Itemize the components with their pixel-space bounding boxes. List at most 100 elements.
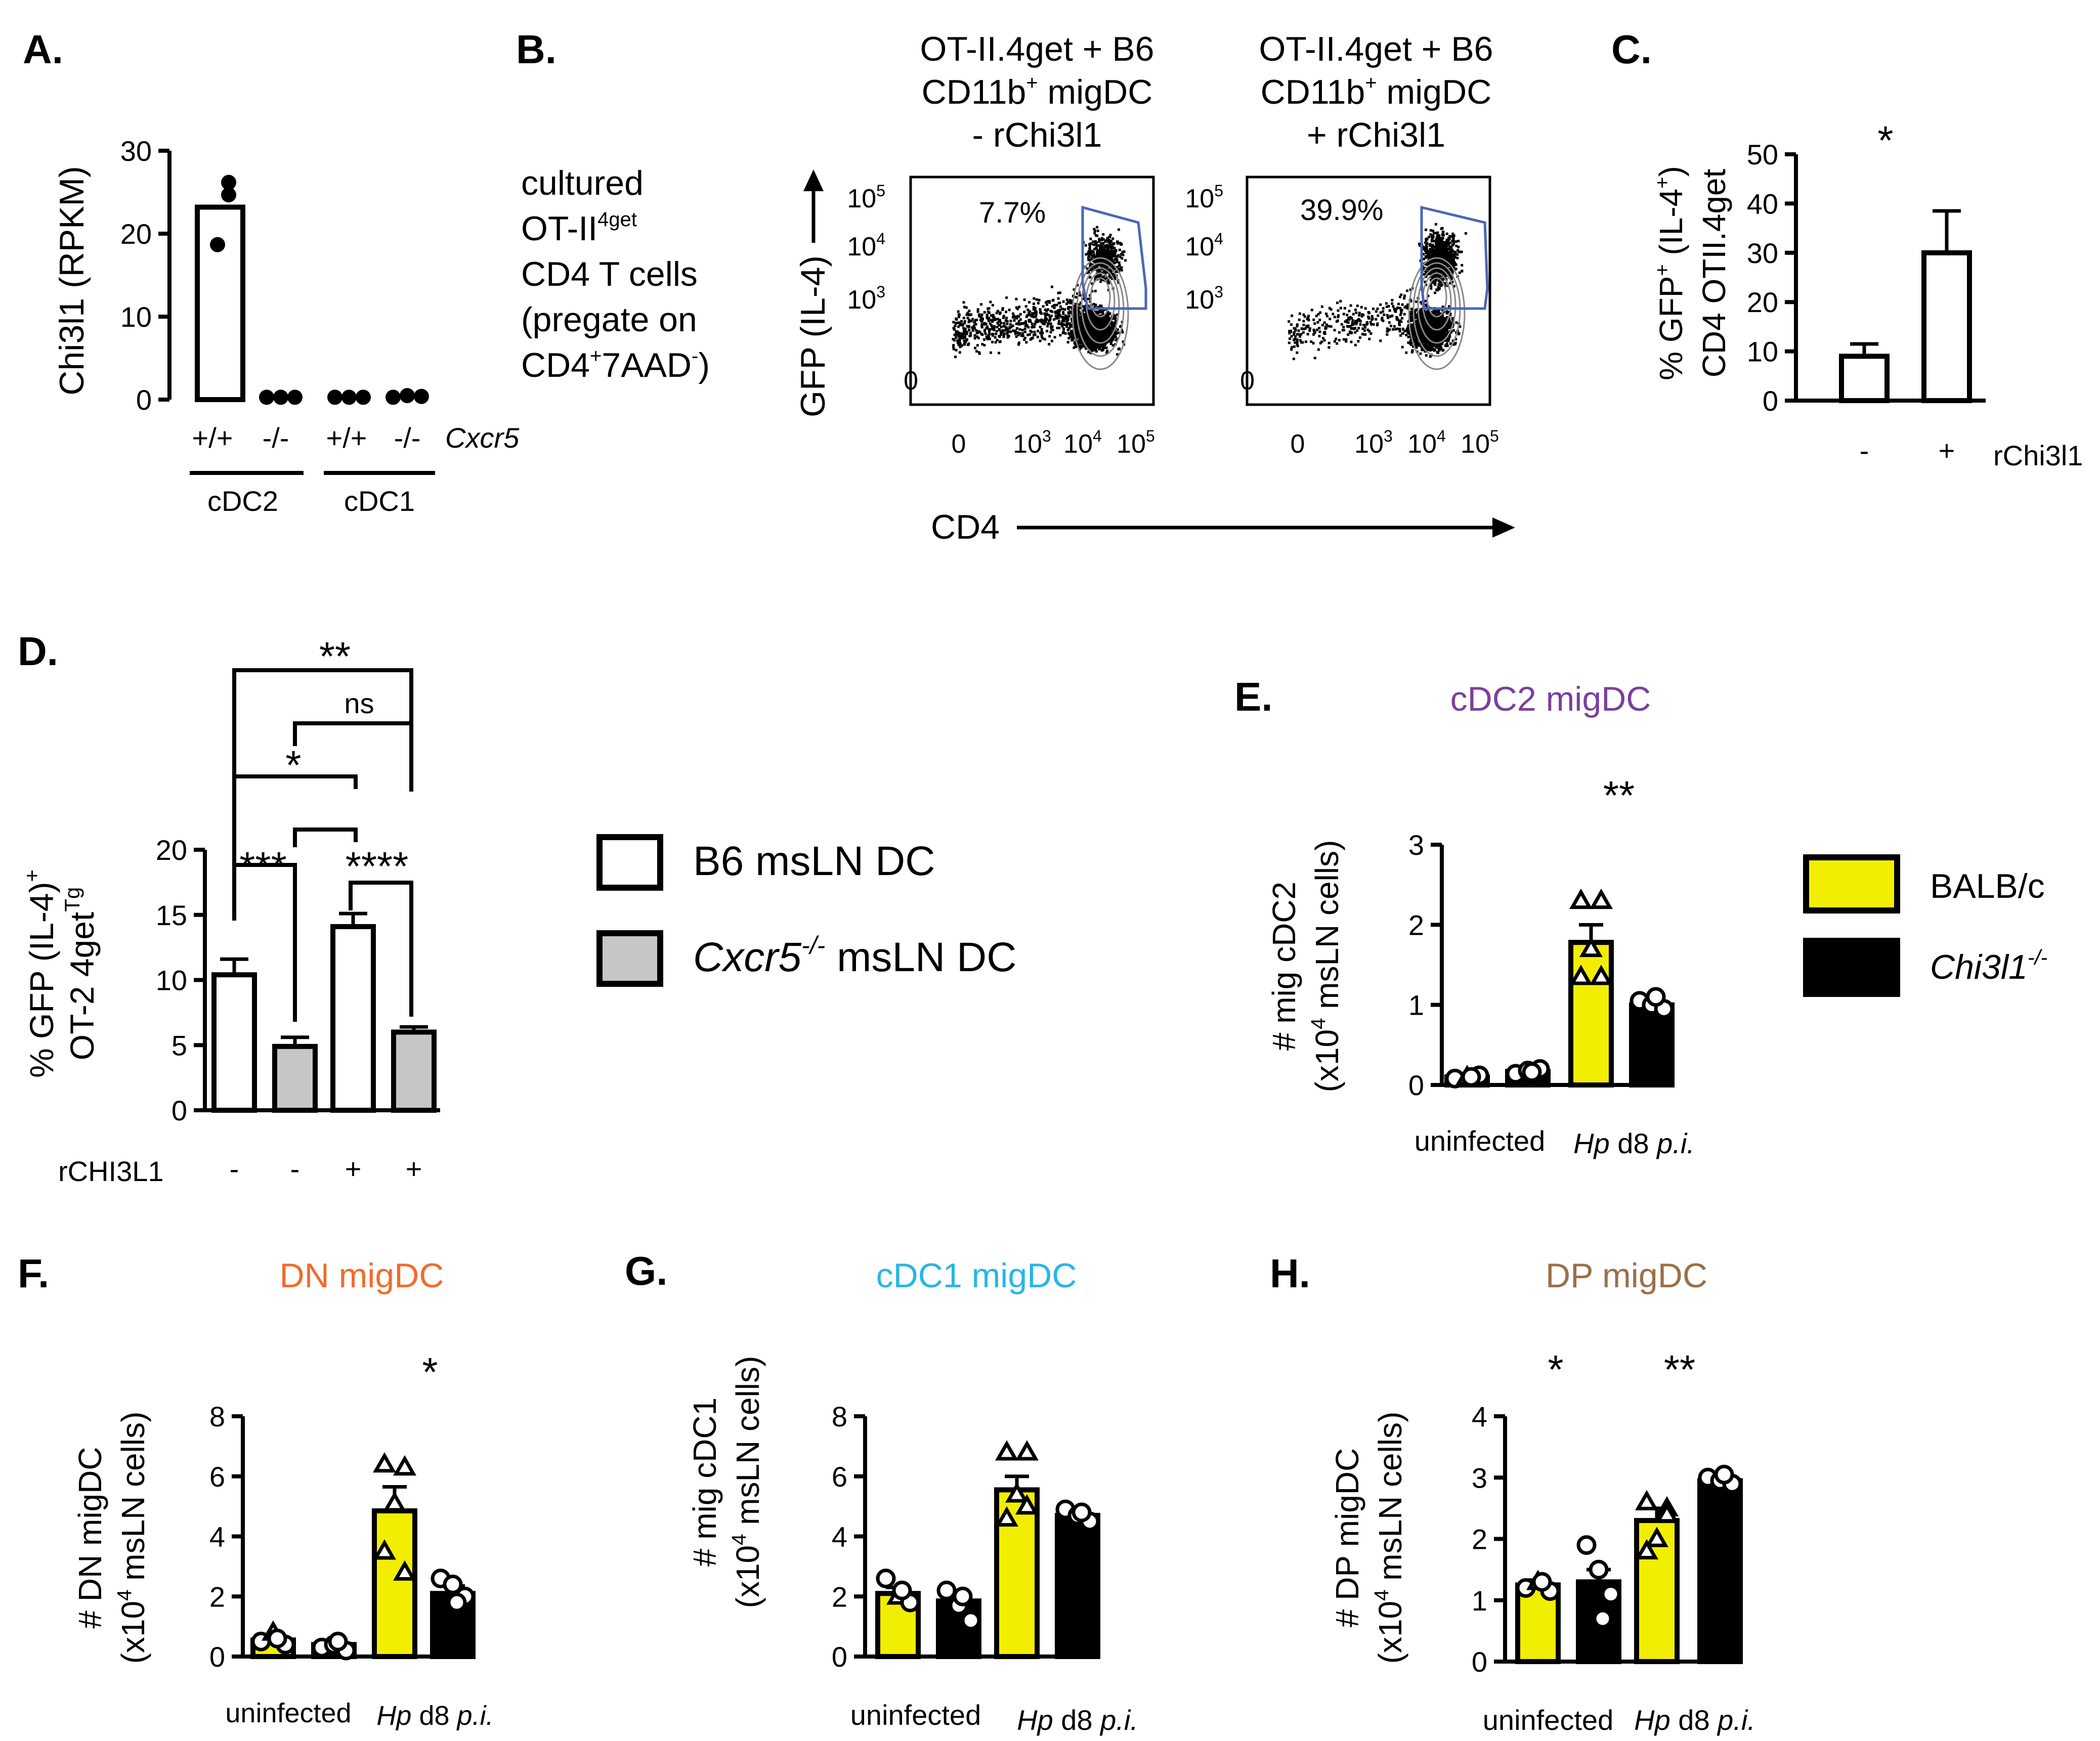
panel-g-chart: 0 2 4 6 8 (832, 1401, 1100, 1673)
panel-h-ytick-label-1: 1 (1472, 1585, 1487, 1617)
panel-f-ytick-label-3: 6 (209, 1461, 225, 1493)
panel-e-point-1-3 (1522, 1062, 1542, 1082)
panel-f-point-3-3 (447, 1592, 467, 1613)
panel-b-xaxis-label: CD4 (931, 508, 1000, 546)
panel-g-xgroup-hp: Hp d8 p.i. (1017, 1704, 1138, 1736)
panel-a-genotype-4: -/- (394, 422, 421, 454)
legend-e: BALB/c Chi3l1-/- (1803, 854, 2047, 997)
panel-a-bar-1 (195, 204, 245, 402)
panel-c: C. % GFP+ (IL-4+) CD4 OTII.4get * 0 10 20 3… (1611, 27, 2083, 471)
panel-a-group-cdc1: cDC1 (344, 485, 415, 517)
flow-plot-2-ytick-1e5: 105 (1185, 182, 1223, 213)
panel-f-point-1-3 (328, 1631, 348, 1651)
panel-b-xaxis-arrowhead-icon (1492, 517, 1515, 538)
panel-g-title: cDC1 migDC (876, 1256, 1077, 1295)
legend-d-swatch-cxcr5 (596, 930, 663, 987)
panel-b-cond-line3: CD4 T cells (521, 255, 698, 293)
flow1-dots-contour-4 (1090, 277, 1111, 318)
panel-g-point-2-4 (1015, 1494, 1039, 1515)
panel-e-ytick-label-3: 3 (1408, 829, 1424, 861)
panel-a-ytick-label-0: 0 (136, 384, 152, 416)
panel-d-treatment-2: - (290, 1153, 300, 1185)
panel-h-point-1-0 (1576, 1535, 1597, 1555)
panel-g-point-1-0 (936, 1580, 957, 1600)
panel-e-significance: ** (1603, 773, 1635, 818)
panel-f-xgroup-uninfected: uninfected (225, 1698, 351, 1728)
panel-f-ylabel-line1: # DN migDC (72, 1447, 108, 1628)
panel-c-ytick-label-0: 0 (1763, 385, 1778, 417)
flow2-dots-contour-2 (1417, 267, 1456, 344)
panel-c-chart: 0 10 20 30 40 50 (1747, 139, 1986, 417)
panel-a-point-0-2 (210, 237, 225, 252)
panel-f-chart: 0 2 4 6 8 (209, 1401, 476, 1673)
panel-a-genotype-1: +/+ (192, 422, 233, 454)
panel-c-bar-0 (1839, 354, 1890, 404)
panel-f-significance: * (422, 1350, 438, 1395)
panel-g-point-0-0 (876, 1569, 896, 1589)
panel-h-bar-3 (1697, 1478, 1743, 1664)
panel-e-ylabel-line1: # mig cDC2 (1266, 882, 1302, 1051)
panel-e-title: cDC2 migDC (1450, 680, 1651, 718)
panel-d-bar-3 (391, 1029, 437, 1113)
panel-g-point-1-3 (953, 1586, 973, 1606)
panel-h-ylabel-line2: (x104 msLN cells) (1370, 1412, 1408, 1664)
panel-d-sig-5: **** (346, 844, 409, 889)
flow-plot-2-ytick-0: 0 (1240, 366, 1255, 396)
panel-c-ytick-label-5: 50 (1747, 139, 1778, 170)
flow-plot-2-xtick-1e5: 105 (1461, 427, 1499, 459)
panel-h-ytick-label-4: 4 (1472, 1401, 1487, 1432)
flow-plot-1-xtick-1e4: 104 (1063, 427, 1102, 459)
flow-plot-2-xtick-0: 0 (1291, 429, 1305, 459)
panel-b-plot1-title1: OT-II.4get + B6 (920, 30, 1154, 68)
panel-d-bar-1 (272, 1043, 318, 1113)
panel-d-treatment-4: + (406, 1153, 422, 1185)
panel-b-plot2-title1: OT-II.4get + B6 (1259, 30, 1493, 68)
panel-g-ytick-label-4: 8 (832, 1401, 847, 1432)
panel-c-ylabel-line2: CD4 OTII.4get (1696, 168, 1732, 377)
panel-b-cond-line5: CD4+7AAD-) (521, 345, 710, 384)
panel-a-ylabel: Chi3l1 (RPKM) (53, 166, 91, 395)
panel-f-bar-2 (372, 1508, 417, 1659)
panel-h-ytick-label-0: 0 (1472, 1646, 1487, 1678)
panel-d-ytick-label-4: 20 (156, 834, 187, 866)
panel-d-brackets: ** ns * *** **** (232, 634, 413, 1022)
panel-d-ytick-label-2: 10 (156, 965, 187, 996)
panel-g-xgroup-uninfected: uninfected (850, 1699, 981, 1731)
flow-plot-2-xtick-1e4: 104 (1407, 427, 1446, 459)
legend-e-label-balbc: BALB/c (1930, 867, 2045, 905)
panel-b-plot2-title2: CD11b+ migDC (1261, 72, 1492, 111)
panel-a-ytick-label-3: 30 (120, 135, 152, 167)
flow-plot-1-events (952, 226, 1129, 370)
legend-e-label-chi3l1: Chi3l1-/- (1930, 945, 2047, 986)
panel-c-factor-label: rChi3l1 (1993, 440, 2083, 471)
panel-h-letter: H. (1270, 1251, 1310, 1296)
panel-a-point-1-0 (259, 389, 274, 405)
panel-a-point-3-0 (385, 389, 401, 405)
panel-c-error-1 (1933, 209, 1961, 253)
panel-d-ytick-label-0: 0 (172, 1095, 187, 1126)
panel-e-ytick-label-2: 2 (1408, 909, 1424, 941)
panel-f-title: DN migDC (280, 1256, 444, 1295)
panel-g-point-0-3 (892, 1580, 912, 1600)
panel-b-cond-line4: (pregate on (521, 300, 697, 339)
panel-g-bar-3 (1055, 1512, 1100, 1659)
panel-d-sig-3: * (285, 743, 301, 788)
panel-a-chart: 0 10 20 30 (120, 135, 429, 416)
panel-g-ylabel-line2: (x104 msLN cells) (728, 1356, 766, 1608)
panel-f-ytick-label-0: 0 (209, 1641, 225, 1673)
panel-g-point-2-0 (995, 1440, 1019, 1461)
panel-d-bar-2 (330, 924, 376, 1113)
panel-d-ytick-label-1: 5 (172, 1029, 187, 1061)
panel-h-point-2-0 (1635, 1490, 1659, 1510)
panel-b-cond-line2: OT-II4get (521, 208, 637, 248)
panel-f-point-2-2 (382, 1491, 407, 1512)
panel-a-group-cdc2: cDC2 (207, 485, 278, 517)
flow-plot-2-gate-percent: 39.9% (1300, 194, 1383, 227)
panel-f-ylabel-line2: (x104 msLN cells) (113, 1412, 151, 1664)
panel-f-letter: F. (18, 1251, 49, 1296)
panel-d-sig-2: ns (344, 687, 374, 719)
panel-f: F. DN migDC * # DN migDC (x104 msLN cell… (18, 1251, 494, 1731)
flow2-dots-contour-4 (1426, 277, 1447, 318)
panel-h-title: DP migDC (1546, 1256, 1707, 1295)
